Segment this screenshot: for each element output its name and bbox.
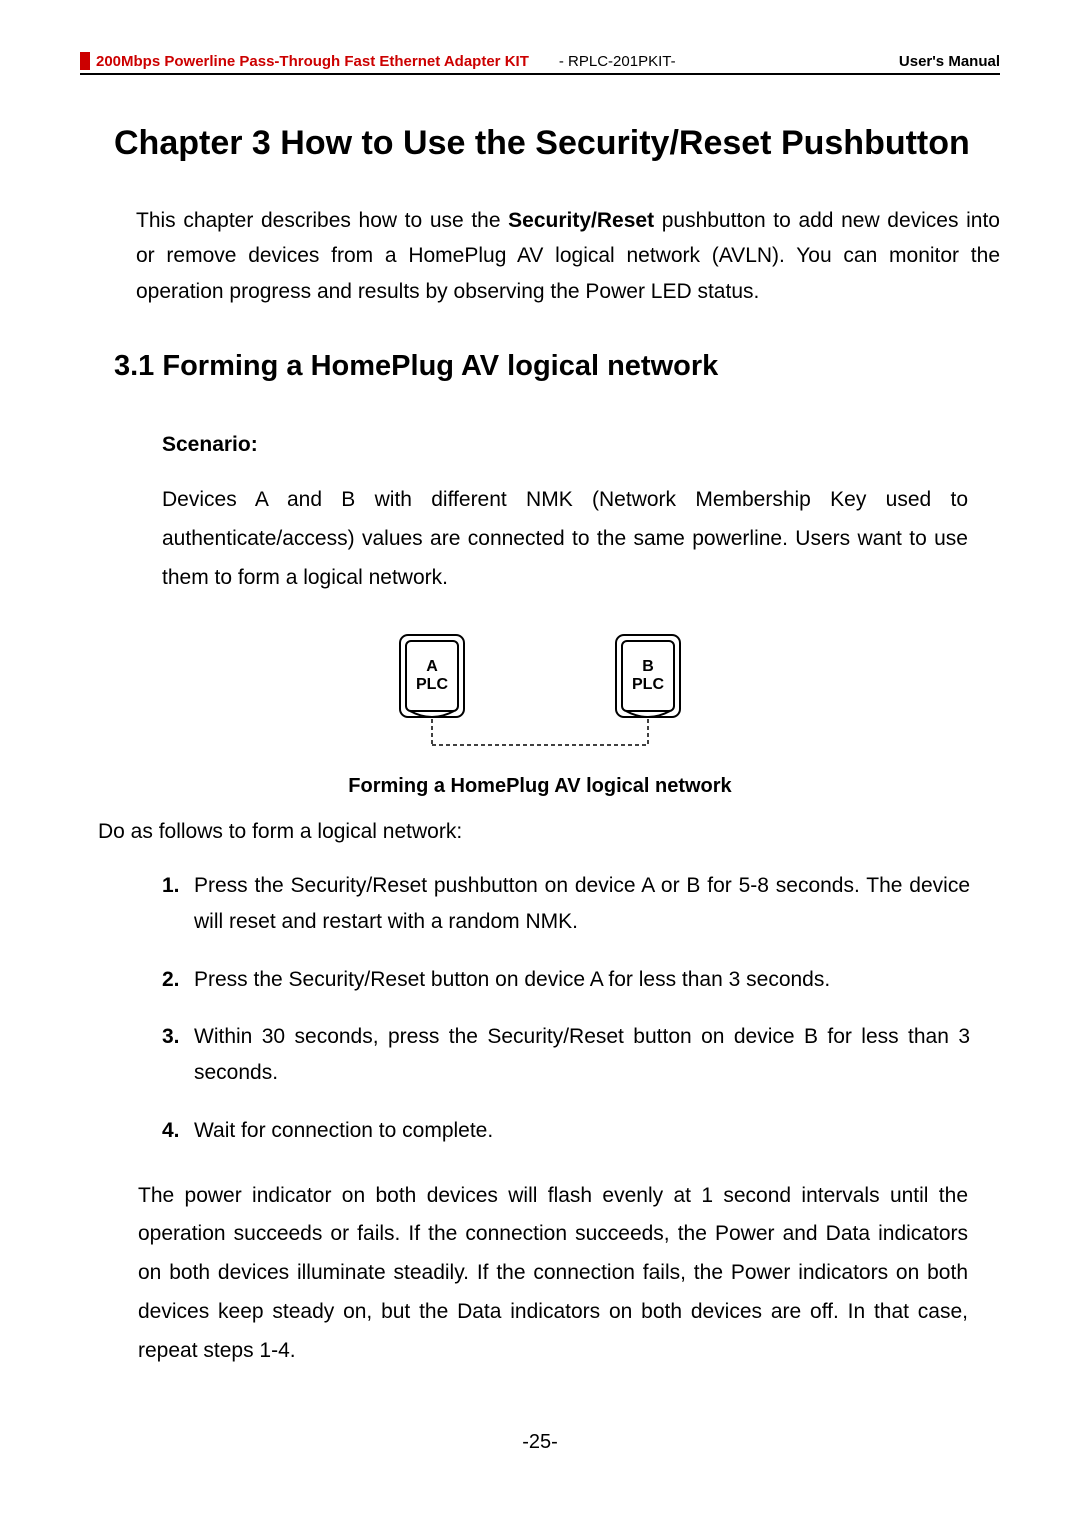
intro-paragraph: This chapter describes how to use the Se…	[136, 203, 1000, 310]
device-a-label-1: A	[426, 658, 438, 675]
step-item: 3. Within 30 seconds, press the Security…	[162, 1019, 970, 1090]
section-title: 3.1 Forming a HomePlug AV logical networ…	[114, 350, 1000, 383]
step-text: Within 30 seconds, press the Security/Re…	[194, 1019, 970, 1090]
scenario-paragraph: Devices A and B with different NMK (Netw…	[162, 481, 968, 598]
device-b-label-2: PLC	[632, 676, 664, 693]
scenario-label: Scenario:	[162, 433, 1000, 457]
diagram-svg: A PLC B PLC	[370, 627, 710, 757]
step-number: 4.	[162, 1113, 190, 1149]
header-model-suffix: -	[671, 53, 676, 70]
step-text: Press the Security/Reset pushbutton on d…	[194, 868, 970, 939]
header-manual-label: User's Manual	[899, 53, 1000, 70]
step-number: 3.	[162, 1019, 190, 1090]
header-product-name: 200Mbps Powerline Pass-Through Fast Ethe…	[96, 53, 529, 70]
page-number: -25-	[80, 1431, 1000, 1454]
step-item: 1. Press the Security/Reset pushbutton o…	[162, 868, 970, 939]
intro-bold: Security/Reset	[508, 209, 654, 232]
step-number: 1.	[162, 868, 190, 939]
steps-list: 1. Press the Security/Reset pushbutton o…	[162, 868, 970, 1148]
instructions-intro: Do as follows to form a logical network:	[98, 820, 1000, 844]
step-text: Press the Security/Reset button on devic…	[194, 962, 830, 998]
network-diagram: A PLC B PLC	[80, 627, 1000, 757]
header-model-code: RPLC-201PKIT	[568, 53, 671, 70]
step-text: Wait for connection to complete.	[194, 1113, 493, 1149]
header-model-prefix: -	[559, 53, 568, 70]
result-paragraph: The power indicator on both devices will…	[138, 1177, 968, 1371]
header-accent-block	[80, 52, 90, 70]
step-item: 4. Wait for connection to complete.	[162, 1113, 970, 1149]
chapter-title: Chapter 3 How to Use the Security/Reset …	[114, 115, 1000, 173]
device-a-label-2: PLC	[416, 676, 448, 693]
step-item: 2. Press the Security/Reset button on de…	[162, 962, 970, 998]
page-header: 200Mbps Powerline Pass-Through Fast Ethe…	[80, 52, 1000, 75]
step-number: 2.	[162, 962, 190, 998]
diagram-caption: Forming a HomePlug AV logical network	[80, 775, 1000, 798]
intro-pre: This chapter describes how to use the	[136, 209, 508, 232]
header-model: - RPLC-201PKIT-	[559, 53, 676, 70]
device-b-label-1: B	[642, 658, 654, 675]
